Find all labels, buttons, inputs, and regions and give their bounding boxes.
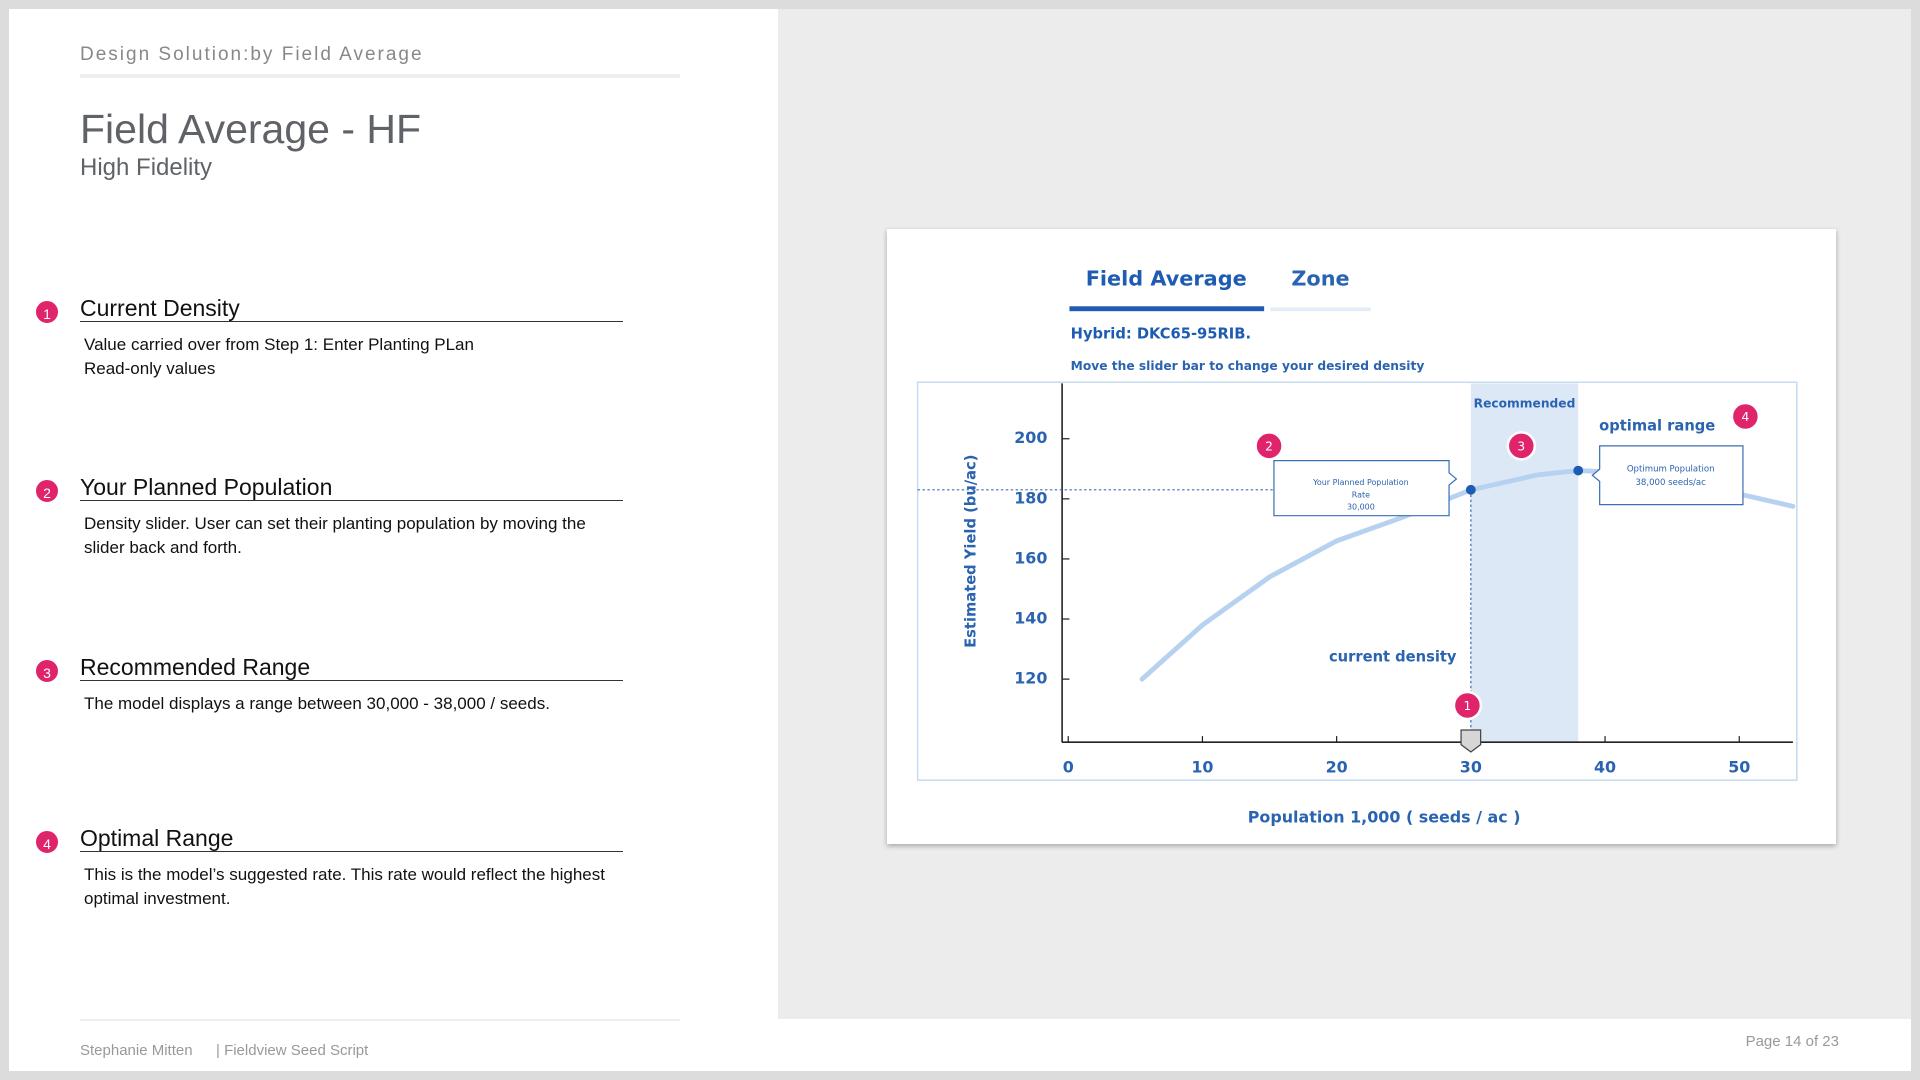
item-rule [80,500,623,501]
y-axis-label: Estimated Yield (bu/ac) [962,455,979,648]
kicker: Design Solution:by Field Average [80,44,424,65]
title: Field Average - HF [80,106,422,152]
chart-badge [1506,431,1536,461]
tab[interactable]: Zone [1291,266,1349,290]
x-tick-label: 0 [1063,757,1074,776]
chart-badge [1452,690,1483,721]
planned-point [1465,484,1476,495]
y-tick-label: 160 [1014,548,1047,567]
x-axis-label: Population 1,000 ( seeds / ac ) [1248,808,1521,827]
optimum-callout-text: 38,000 seeds/ac [1635,478,1706,488]
slide: Design Solution:by Field Average Field A… [9,9,1911,1071]
item-text: The model displays a range between 30,00… [84,694,550,713]
chart-badge-number: 1 [1464,699,1472,713]
item-rule [80,680,623,681]
chart: Field Average Zone Hybrid: DKC65-95RIB. Mov… [916,266,1798,827]
x-tick-label: 10 [1191,757,1213,776]
y-tick-label: 180 [1014,488,1047,507]
divider [80,74,680,78]
x-tick-label: 20 [1326,757,1348,776]
item-heading: Current Density [80,295,240,321]
y-tick-label: 200 [1014,428,1047,447]
x-tick-label: 50 [1728,757,1750,776]
item-badge: 3 [34,658,60,684]
chart-badge-number: 3 [1517,440,1525,454]
item-text: optimal investment. [84,889,231,908]
item-heading: Recommended Range [80,654,311,680]
chart-card: Field Average Zone Hybrid: DKC65-95RIB. Mov… [887,229,1836,844]
chart-badge [1730,401,1761,432]
recommended-label: Recommended [1474,397,1576,411]
item-heading: Optimal Range [80,825,234,851]
item-text: Density slider. User can set their plant… [84,514,586,533]
item-heading: Your Planned Population [80,474,333,500]
y-tick-label: 120 [1014,669,1047,688]
instruction: Move the slider bar to change your desir… [1071,359,1425,373]
item-badge: 4 [34,829,60,855]
optimal-label: optimal range [1599,417,1715,434]
slider-handle[interactable] [1460,729,1482,753]
item-text: slider back and forth. [84,538,242,557]
tab-underline [1270,307,1371,312]
planned-callout-text: Your Planned Population [1312,478,1409,487]
item-badge: 2 [34,478,60,504]
footer-divider [80,1019,680,1021]
optimum-callout [1591,445,1744,506]
item-rule [80,851,623,852]
optimum-point [1573,465,1584,476]
footer-project: | Fieldview Seed Script [216,1042,369,1059]
item-text: Read-only values [84,359,216,378]
y-tick-label: 140 [1014,609,1047,628]
item-text: Value carried over from Step 1: Enter Pl… [84,335,474,354]
planned-callout-text: 30,000 [1347,503,1375,512]
tab[interactable]: Field Average [1086,266,1247,290]
planned-callout-text: Rate [1352,490,1370,499]
tab-underline [1069,306,1265,312]
current-label: current density [1329,649,1457,666]
item-badge: 1 [34,299,60,325]
page-number: Page 14 of 23 [1745,1033,1839,1050]
chart-badge-number: 2 [1265,440,1273,454]
item-text: This is the model’s suggested rate. This… [84,865,605,884]
footer-author: Stephanie Mitten [80,1042,193,1059]
plot-frame [916,381,1798,781]
item-rule [80,321,623,322]
x-tick-label: 30 [1460,757,1482,776]
hybrid: Hybrid: DKC65-95RIB. [1071,325,1251,342]
optimum-callout-text: Optimum Population [1627,465,1715,475]
chart-badge [1254,431,1284,461]
planned-callout [1273,459,1458,517]
chart-badge-number: 4 [1741,410,1749,424]
subtitle: High Fidelity [80,154,213,181]
x-tick-label: 40 [1594,757,1616,776]
